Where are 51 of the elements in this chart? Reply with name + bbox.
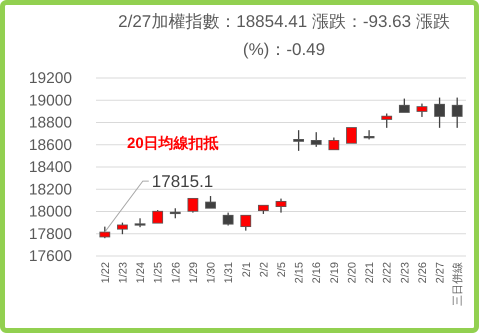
candlestick xyxy=(276,198,286,214)
y-tick-label: 19000 xyxy=(28,92,72,110)
x-tick-label: 1/30 xyxy=(206,262,218,284)
candlestick xyxy=(398,98,410,114)
candlestick xyxy=(434,96,445,128)
x-tick-label: 2/21 xyxy=(364,262,376,284)
candlestick xyxy=(152,209,164,224)
x-tick-label: 2/26 xyxy=(416,262,429,284)
candlestick xyxy=(117,222,128,235)
x-tick-label: 2/23 xyxy=(399,262,412,284)
candlestick xyxy=(205,195,216,209)
chart-title: 2/27加權指數：18854.41 漲跌：-93.63 漲跌(%)：-0.49 xyxy=(117,11,451,61)
x-tick-label: 1/31 xyxy=(223,262,236,284)
x-tick-label: 2/15 xyxy=(294,262,306,284)
x-tick-label: 三日併線 xyxy=(452,262,464,306)
x-tick-label: 1/24 xyxy=(135,262,148,284)
y-tick-label: 19200 xyxy=(28,70,72,87)
x-tick-label: 2/1 xyxy=(240,262,253,278)
x-tick-label: 1/22 xyxy=(100,262,112,284)
candlestick xyxy=(240,214,252,232)
x-tick-label: 2/19 xyxy=(328,262,341,284)
candlestick xyxy=(222,212,234,226)
candlestick xyxy=(416,102,428,118)
y-tick-label: 17800 xyxy=(28,226,72,243)
y-tick-label: 18800 xyxy=(28,114,72,132)
candlestick xyxy=(381,112,392,128)
y-tick-label: 18200 xyxy=(28,181,72,198)
candlestick xyxy=(99,226,110,239)
x-tick-label: 2/16 xyxy=(311,262,324,284)
x-tick-label: 1/23 xyxy=(117,262,130,284)
y-tick-label: 18000 xyxy=(28,204,72,220)
y-tick-label: 18600 xyxy=(28,136,72,154)
x-tick-label: 1/25 xyxy=(152,262,165,284)
candlestick xyxy=(328,136,340,150)
x-tick-label: 1/29 xyxy=(188,262,200,284)
x-tick-label: 2/27 xyxy=(434,262,447,284)
y-tick-label: 17600 xyxy=(28,248,72,265)
candlestick xyxy=(452,96,463,128)
x-tick-label: 2/22 xyxy=(382,262,394,284)
x-tick-label: 2/5 xyxy=(276,262,288,278)
annotation: 17815.1 xyxy=(152,172,214,192)
annotation: 20日均線扣抵 xyxy=(127,135,219,152)
candlestick xyxy=(188,198,198,214)
x-tick-label: 2/20 xyxy=(346,262,358,284)
candlestick xyxy=(293,130,304,152)
candlestick xyxy=(346,127,357,144)
candlestick xyxy=(364,130,374,140)
x-tick-label: 1/26 xyxy=(170,262,182,284)
x-tick-label: 2/2 xyxy=(258,262,270,278)
y-tick-label: 18400 xyxy=(28,159,72,176)
candlestick xyxy=(310,132,322,148)
